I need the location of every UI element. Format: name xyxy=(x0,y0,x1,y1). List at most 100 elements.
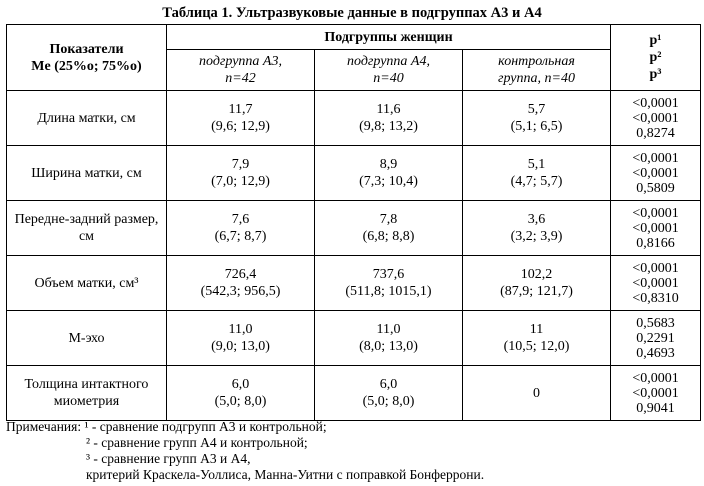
p3-value: <0,8310 xyxy=(632,290,679,306)
cell-a3: 6,0 (5,0; 8,0) xyxy=(166,365,315,421)
p2-value: 0,2291 xyxy=(636,330,675,346)
cell-a4: 7,8 (6,8; 8,8) xyxy=(314,200,463,256)
header-indicator-line2: Me (25%о; 75%о) xyxy=(31,58,142,74)
row-name: Ширина матки, см xyxy=(6,145,167,201)
cell-p-values: <0,0001 <0,0001 <0,8310 xyxy=(610,255,702,311)
row-name: Объем матки, см³ xyxy=(6,255,167,311)
cell-a4: 11,6 (9,8; 13,2) xyxy=(314,90,463,146)
cell-a3: 7,6 (6,7; 8,7) xyxy=(166,200,315,256)
cell-p-values: <0,0001 <0,0001 0,8274 xyxy=(610,90,702,146)
row-name: Толщина интактного миометрия xyxy=(6,365,167,421)
header-p2: р² xyxy=(649,50,662,65)
cell-a4: 11,0 (8,0; 13,0) xyxy=(314,310,463,366)
table-notes: Примечания: ¹ - сравнение подгрупп А3 и … xyxy=(6,419,700,483)
p2-value: <0,0001 xyxy=(632,165,679,181)
cell-median: 726,4 xyxy=(224,267,257,282)
cell-control: 0 xyxy=(461,365,612,421)
p3-value: 0,9041 xyxy=(636,400,675,416)
p1-value: <0,0001 xyxy=(632,95,679,111)
cell-range: (3,2; 3,9) xyxy=(510,229,563,244)
p2-value: <0,0001 xyxy=(632,220,679,236)
cell-control: 5,7 (5,1; 6,5) xyxy=(461,90,612,146)
header-subgroup-a4: подгруппа А4, n=40 xyxy=(314,49,463,91)
table-row: Объем матки, см³ 726,4 (542,3; 956,5) 737… xyxy=(6,255,702,311)
cell-range: (6,8; 8,8) xyxy=(362,229,415,244)
cell-median: 6,0 xyxy=(379,377,398,392)
cell-median: 3,6 xyxy=(527,212,546,227)
cell-range: (7,3; 10,4) xyxy=(359,174,418,189)
cell-median: 5,7 xyxy=(527,102,546,117)
table-row: Длина матки, см 11,7 (9,6; 12,9) 11,6 (9,8… xyxy=(6,90,702,146)
table-row: Толщина интактного миометрия 6,0 (5,0; 8,… xyxy=(6,365,702,421)
cell-range: (4,7; 5,7) xyxy=(510,174,563,189)
note-line: критерий Краскела-Уоллиса, Манна-Уитни с… xyxy=(86,467,485,482)
cell-median: 11,7 xyxy=(228,102,253,117)
note-line: ³ - сравнение групп А3 и А4, xyxy=(86,451,251,466)
p1-value: <0,0001 xyxy=(632,260,679,276)
header-p1: р¹ xyxy=(649,33,662,48)
cell-median: 6,0 xyxy=(231,377,250,392)
p1-value: 0,5683 xyxy=(636,315,675,331)
row-name: Длина матки, см xyxy=(6,90,167,146)
cell-range: (5,1; 6,5) xyxy=(510,119,563,134)
cell-range: (511,8; 1015,1) xyxy=(345,284,432,299)
cell-a4: 6,0 (5,0; 8,0) xyxy=(314,365,463,421)
cell-control: 102,2 (87,9; 121,7) xyxy=(461,255,612,311)
p1-value: <0,0001 xyxy=(632,370,679,386)
cell-range: (6,7; 8,7) xyxy=(214,229,267,244)
cell-a4: 737,6 (511,8; 1015,1) xyxy=(314,255,463,311)
cell-median: 737,6 xyxy=(372,267,405,282)
cell-median: 102,2 xyxy=(520,267,553,282)
p3-value: 0,8274 xyxy=(636,125,675,141)
cell-range: (8,0; 13,0) xyxy=(359,339,418,354)
note-line: ² - сравнение групп А4 и контрольной; xyxy=(86,435,308,450)
header-indicator: Показатели Me (25%о; 75%о) xyxy=(6,24,167,91)
cell-median: 7,8 xyxy=(379,212,398,227)
cell-p-values: <0,0001 <0,0001 0,5809 xyxy=(610,145,702,201)
note-line: Примечания: ¹ - сравнение подгрупп А3 и … xyxy=(6,419,327,434)
p2-value: <0,0001 xyxy=(632,385,679,401)
cell-median: 11,6 xyxy=(376,102,401,117)
cell-a3: 11,0 (9,0; 13,0) xyxy=(166,310,315,366)
p3-value: 0,8166 xyxy=(636,235,675,251)
cell-range: (5,0; 8,0) xyxy=(214,394,267,409)
header-control-line1: контрольная xyxy=(498,54,575,69)
cell-range: (10,5; 12,0) xyxy=(503,339,570,354)
cell-median: 11,0 xyxy=(376,322,401,337)
cell-median: 7,9 xyxy=(231,157,250,172)
p3-value: 0,5809 xyxy=(636,180,675,196)
cell-median: 8,9 xyxy=(379,157,398,172)
cell-a4: 8,9 (7,3; 10,4) xyxy=(314,145,463,201)
header-group-title: Подгруппы женщин xyxy=(165,24,612,50)
table-row: Передне-задний размер, см 7,6 (6,7; 8,7) … xyxy=(6,200,702,256)
cell-range: (87,9; 121,7) xyxy=(500,284,573,299)
cell-a3: 11,7 (9,6; 12,9) xyxy=(166,90,315,146)
header-p3: р³ xyxy=(649,67,662,82)
header-control-group: контрольная группа, n=40 xyxy=(461,49,612,91)
cell-median: 11 xyxy=(529,322,544,337)
cell-range: (9,6; 12,9) xyxy=(211,119,270,134)
cell-p-values: 0,5683 0,2291 0,4693 xyxy=(610,310,702,366)
table-caption: Таблица 1. Ультразвуковые данные в подгр… xyxy=(162,5,542,21)
cell-range: (542,3; 956,5) xyxy=(200,284,281,299)
row-name: М-эхо xyxy=(6,310,167,366)
cell-a3: 7,9 (7,0; 12,9) xyxy=(166,145,315,201)
cell-p-values: <0,0001 <0,0001 0,9041 xyxy=(610,365,702,421)
p2-value: <0,0001 xyxy=(632,110,679,126)
cell-a3: 726,4 (542,3; 956,5) xyxy=(166,255,315,311)
cell-range: (5,0; 8,0) xyxy=(362,394,415,409)
cell-p-values: <0,0001 <0,0001 0,8166 xyxy=(610,200,702,256)
header-subgroup-a4-line1: подгруппа А4, xyxy=(347,54,430,69)
header-subgroup-a3-line2: n=42 xyxy=(225,71,256,86)
header-subgroup-a4-line2: n=40 xyxy=(373,71,404,86)
cell-control: 3,6 (3,2; 3,9) xyxy=(461,200,612,256)
p1-value: <0,0001 xyxy=(632,150,679,166)
header-subgroup-a3-line1: подгруппа А3, xyxy=(199,54,282,69)
p3-value: 0,4693 xyxy=(636,345,675,361)
cell-median: 11,0 xyxy=(228,322,253,337)
table-row: Ширина матки, см 7,9 (7,0; 12,9) 8,9 (7,3;… xyxy=(6,145,702,201)
cell-median: 7,6 xyxy=(231,212,250,227)
header-p-values: р¹ р² р³ xyxy=(610,24,702,91)
cell-range: (7,0; 12,9) xyxy=(211,174,270,189)
ultrasound-data-table: Показатели Me (25%о; 75%о) Подгруппы жен… xyxy=(6,24,702,421)
